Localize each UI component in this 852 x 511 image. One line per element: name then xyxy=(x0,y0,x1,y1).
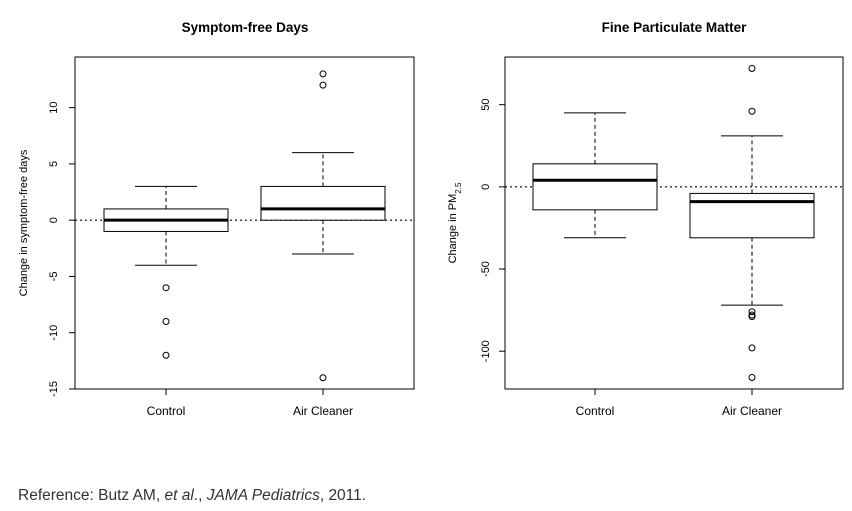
y-tick-label: 10 xyxy=(48,102,60,114)
reference-suffix: , 2011. xyxy=(319,487,367,504)
y-tick-label: 0 xyxy=(48,217,60,223)
x-tick-label: Air Cleaner xyxy=(722,404,782,418)
y-tick-label: 0 xyxy=(480,184,492,190)
reference-etal: et al xyxy=(164,487,194,504)
reference-citation: Reference: Butz AM, et al., JAMA Pediatr… xyxy=(18,487,366,505)
reference-prefix: Reference: Butz AM, xyxy=(18,487,165,504)
x-tick-label: Control xyxy=(576,404,615,418)
plot-frame xyxy=(504,56,844,390)
outlier-point xyxy=(162,284,170,292)
iqr-box xyxy=(689,192,815,239)
y-axis-label: Change in PM2.5 xyxy=(447,182,463,263)
y-axis-label-subscript: 2.5 xyxy=(454,182,463,194)
outlier-point xyxy=(748,313,756,321)
iqr-box xyxy=(260,185,386,221)
outlier-point xyxy=(748,65,756,73)
figure: Symptom-free Days Change in symptom-free … xyxy=(18,20,844,418)
outlier-point xyxy=(319,81,327,89)
reference-journal: JAMA Pediatrics xyxy=(206,487,320,504)
plot-frame xyxy=(74,56,415,390)
outlier-point xyxy=(162,317,170,325)
panel-symptom-free-days: Symptom-free Days Change in symptom-free … xyxy=(18,20,415,418)
y-tick-label: -15 xyxy=(48,381,60,397)
chart-title: Symptom-free Days xyxy=(182,20,309,35)
outlier-point xyxy=(162,351,170,359)
y-tick-label: -5 xyxy=(48,272,60,282)
y-tick-label: -100 xyxy=(480,340,492,362)
reference-sep: ., xyxy=(193,487,207,504)
outlier-point xyxy=(319,374,327,382)
outlier-point xyxy=(748,373,756,381)
iqr-box xyxy=(532,163,658,211)
outlier-point xyxy=(748,308,756,316)
y-tick-label: -50 xyxy=(480,261,492,277)
y-tick-label: -10 xyxy=(48,325,60,341)
outlier-point xyxy=(319,70,327,78)
y-tick-label: 50 xyxy=(480,99,492,111)
panel-fine-particulate-matter: Fine Particulate Matter Change in PM2.5 -1… xyxy=(447,20,844,418)
x-tick-label: Air Cleaner xyxy=(293,404,353,418)
chart-title: Fine Particulate Matter xyxy=(602,20,748,35)
outlier-point xyxy=(748,107,756,115)
x-tick-label: Control xyxy=(147,404,186,418)
outlier-point xyxy=(748,344,756,352)
y-tick-label: 5 xyxy=(48,161,60,167)
y-axis-label: Change in symptom-free days xyxy=(18,149,30,296)
